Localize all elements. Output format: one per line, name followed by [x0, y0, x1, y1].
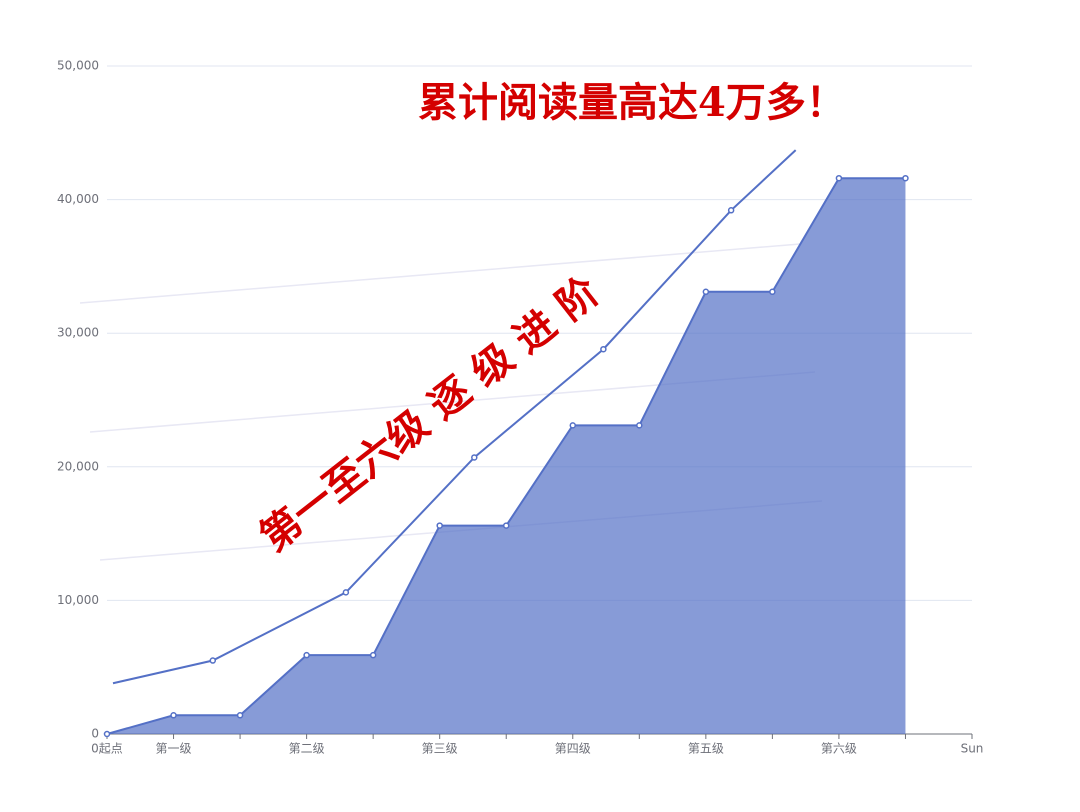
- point: [471, 454, 478, 461]
- decor-line: [79, 243, 801, 304]
- point: [209, 657, 217, 664]
- x-tick-label: 第五级: [688, 742, 724, 756]
- x-tick-label: Sun: [961, 742, 984, 756]
- point: [600, 345, 607, 353]
- point: [502, 522, 510, 529]
- point: [236, 712, 244, 719]
- headline: 累计阅读量高达4万多！: [418, 79, 846, 126]
- x-tick-label: 0起点: [91, 742, 123, 756]
- y-tick-label: 50,000: [57, 59, 99, 73]
- y-tick-label: 0: [91, 727, 99, 741]
- area: [107, 178, 906, 734]
- y-tick-label: 30,000: [57, 326, 99, 340]
- y-tick-label: 10,000: [57, 593, 99, 607]
- point: [436, 522, 443, 529]
- x-tick-label: 第六级: [821, 742, 857, 756]
- x-tick-label: 第三级: [422, 742, 458, 756]
- point: [342, 589, 350, 596]
- point: [569, 422, 577, 429]
- point: [702, 288, 710, 296]
- x-tick-label: 第二级: [289, 742, 325, 756]
- x-tick-label: 第一级: [156, 742, 192, 756]
- point: [835, 174, 843, 182]
- plot: 0 10,000 20,000 30,000 40,000 50,000 0起点 第一级 第二级…: [57, 59, 983, 756]
- y-tick-label: 40,000: [57, 192, 99, 206]
- point: [170, 712, 177, 719]
- x-tick-label: 第四级: [555, 742, 591, 756]
- point: [369, 651, 377, 659]
- point: [103, 730, 111, 738]
- point: [303, 651, 310, 659]
- point: [727, 207, 735, 214]
- y-tick-label: 20,000: [57, 459, 99, 473]
- point: [769, 288, 776, 296]
- point: [902, 174, 909, 182]
- point: [636, 422, 643, 429]
